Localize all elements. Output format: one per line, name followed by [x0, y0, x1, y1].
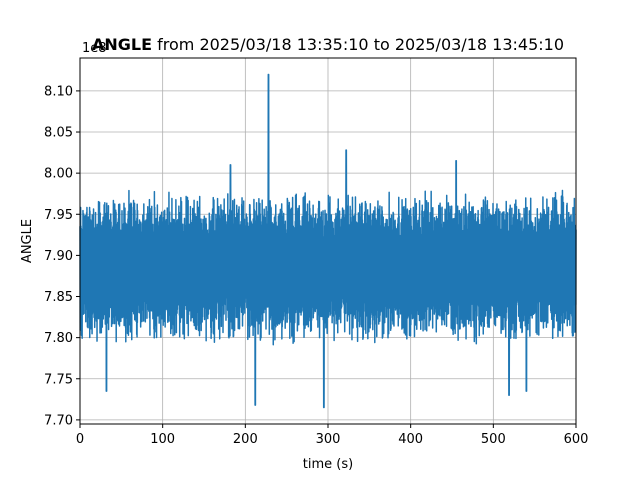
y-axis-ticks: 7.70 7.75 7.80 7.85 7.90 7.95 8.00 8.05 8.10 — [44, 84, 80, 428]
y-tick-label: 7.75 — [44, 372, 73, 387]
y-tick-label: 8.10 — [44, 84, 73, 99]
y-tick-label: 7.85 — [44, 290, 73, 305]
series-line — [79, 73, 577, 409]
x-tick-label: 600 — [564, 432, 589, 447]
x-axis-title: time (s) — [303, 457, 353, 472]
chart-title: ANGLE from 2025/03/18 13:35:10 to 2025/0… — [92, 35, 564, 54]
y-tick-label: 7.95 — [44, 208, 73, 223]
chart-title-rest: from 2025/03/18 13:35:10 to 2025/03/18 1… — [152, 35, 564, 54]
y-tick-label: 7.70 — [44, 413, 73, 428]
y-offset-label: 1e8 — [82, 41, 107, 56]
y-tick-label: 8.05 — [44, 126, 73, 141]
y-axis-title: ANGLE — [20, 219, 35, 263]
y-tick-label: 7.90 — [44, 249, 73, 264]
series-angle — [79, 73, 577, 409]
x-tick-label: 0 — [76, 432, 84, 447]
chart-title-bold: ANGLE — [92, 35, 152, 54]
y-tick-label: 8.00 — [44, 167, 73, 182]
y-tick-label: 7.80 — [44, 331, 73, 346]
x-tick-label: 500 — [481, 432, 506, 447]
x-tick-label: 100 — [150, 432, 175, 447]
x-axis-ticks: 0 100 200 300 400 500 600 — [76, 424, 589, 447]
x-tick-label: 200 — [233, 432, 258, 447]
x-tick-label: 300 — [316, 432, 341, 447]
x-tick-label: 400 — [398, 432, 423, 447]
